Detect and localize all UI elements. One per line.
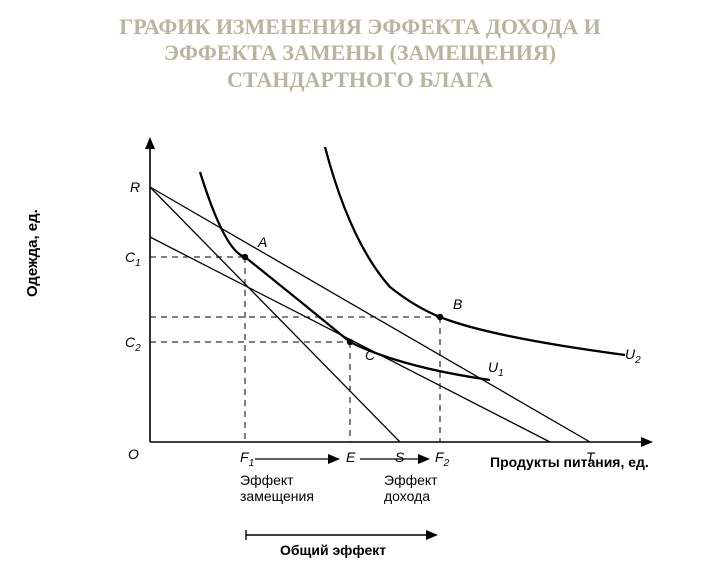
y-axis-label: Одежда, ед. <box>24 209 41 297</box>
svg-text:A: A <box>257 234 267 250</box>
svg-text:Общий эффект: Общий эффект <box>280 542 386 558</box>
title-line-2: ЭФФЕКТА ЗАМЕНЫ (ЗАМЕЩЕНИЯ) <box>164 40 556 65</box>
svg-text:Продукты питания, ед.: Продукты питания, ед. <box>490 454 649 470</box>
chart-title: ГРАФИК ИЗМЕНЕНИЯ ЭФФЕКТА ДОХОДА И ЭФФЕКТ… <box>0 0 720 97</box>
svg-text:Эффектдохода: Эффектдохода <box>384 472 438 504</box>
svg-text:O: O <box>128 446 139 462</box>
svg-text:F1: F1 <box>240 449 254 469</box>
svg-text:R: R <box>130 179 140 195</box>
chart-area: Одежда, ед. U1U2ABCRC1C2OF1ESF2TЭффектза… <box>30 97 690 557</box>
title-line-1: ГРАФИК ИЗМЕНЕНИЯ ЭФФЕКТА ДОХОДА И <box>119 14 601 39</box>
svg-text:C2: C2 <box>125 334 141 354</box>
svg-text:E: E <box>346 449 356 465</box>
title-line-3: СТАНДАРТНОГО БЛАГА <box>227 67 493 92</box>
svg-text:C: C <box>365 347 376 363</box>
svg-text:S: S <box>395 449 405 465</box>
svg-text:F2: F2 <box>435 449 450 469</box>
svg-text:C1: C1 <box>125 249 141 269</box>
svg-text:B: B <box>453 296 462 312</box>
svg-text:U2: U2 <box>625 346 641 366</box>
svg-text:Эффектзамещения: Эффектзамещения <box>240 472 314 504</box>
econ-diagram: U1U2ABCRC1C2OF1ESF2TЭффектзамещенияЭффек… <box>70 97 690 567</box>
svg-text:U1: U1 <box>488 359 504 379</box>
